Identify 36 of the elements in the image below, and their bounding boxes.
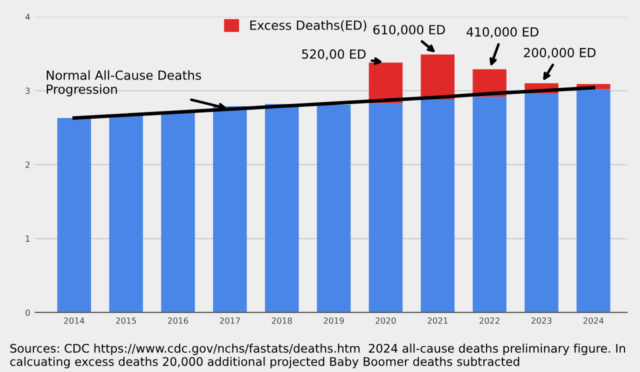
bar bbox=[420, 54, 455, 100]
x-tick-label: 2017 bbox=[220, 317, 240, 324]
legend-label: Excess Deaths(ED) bbox=[250, 20, 366, 32]
bar bbox=[109, 116, 143, 312]
y-tick-label: 2 bbox=[26, 162, 30, 168]
x-tick-label: 2019 bbox=[324, 317, 344, 324]
bar bbox=[524, 94, 558, 312]
source-note: Sources: CDC https://www.cdc.gov/nchs/fastats/deaths.htm 2024 all-cause deaths preliminary figure. In calcuating excess deaths 20,000 additional projected Baby Boomer deaths subtracted bbox=[10, 344, 626, 368]
annotation: Normal All-Cause Deaths Progression bbox=[46, 70, 201, 96]
bar bbox=[420, 100, 455, 312]
annotation: 520,00 ED bbox=[302, 49, 366, 60]
annotation: 200,000 ED bbox=[524, 48, 596, 59]
y-tick-label: 1 bbox=[26, 236, 30, 242]
x-tick-label: 2014 bbox=[64, 317, 84, 324]
bar bbox=[576, 89, 610, 312]
x-tick-label: 2016 bbox=[168, 317, 188, 324]
annotation: 610,000 ED bbox=[373, 24, 445, 36]
x-tick-label: 2023 bbox=[532, 317, 552, 324]
bar bbox=[57, 118, 92, 312]
y-tick-label: 4 bbox=[25, 14, 30, 20]
bar bbox=[368, 103, 403, 312]
bar bbox=[368, 62, 403, 104]
bar bbox=[161, 112, 195, 312]
bar bbox=[213, 106, 247, 312]
x-tick-label: 2018 bbox=[272, 317, 292, 324]
annotation: 410,000 ED bbox=[466, 27, 538, 38]
x-tick-label: 2022 bbox=[480, 317, 500, 324]
bar bbox=[472, 96, 506, 312]
x-tick-label: 2024 bbox=[583, 317, 604, 324]
y-tick-label: 0 bbox=[26, 309, 30, 316]
y-tick-label: 3 bbox=[26, 88, 30, 94]
bar bbox=[264, 104, 299, 312]
x-tick-label: 2021 bbox=[428, 317, 448, 324]
x-tick-label: 2020 bbox=[376, 317, 396, 324]
bar bbox=[316, 104, 351, 312]
x-tick-label: 2015 bbox=[116, 317, 136, 324]
